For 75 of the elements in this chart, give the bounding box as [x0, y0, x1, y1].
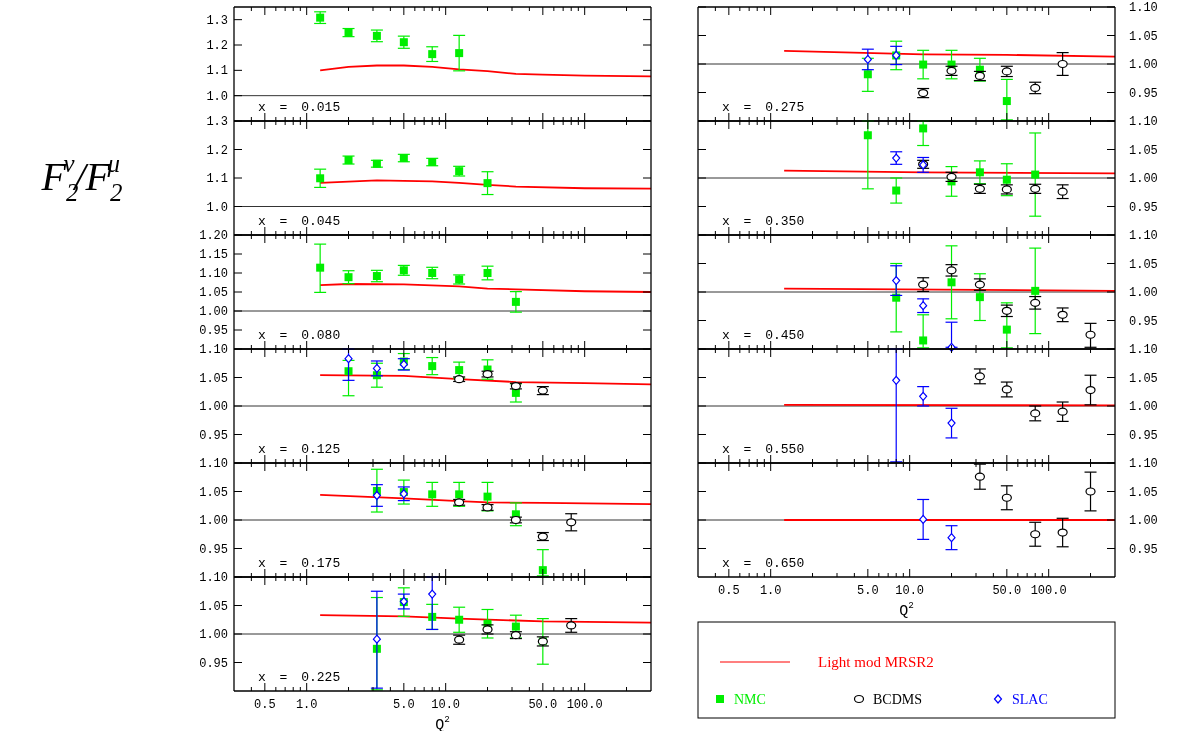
y-tick-label: 0.95 — [199, 428, 228, 443]
x-tick-label: 0.5 — [254, 698, 276, 712]
annotation: x = 0.080 — [258, 328, 341, 343]
annotation: x = 0.550 — [722, 442, 805, 457]
annotation: x = 0.450 — [722, 328, 805, 343]
x-tick-label: 5.0 — [857, 584, 879, 598]
annotation: x = 0.350 — [722, 214, 805, 229]
y-tick-label: 1.05 — [199, 286, 228, 300]
y-tick-label: 1.05 — [199, 599, 228, 614]
y-tick-label: 0.95 — [1129, 200, 1158, 215]
y-tick-label: 1.05 — [1129, 143, 1158, 158]
y-tick-label: 1.00 — [1129, 58, 1158, 72]
y-tick-label: 1.0 — [206, 200, 228, 215]
legend-label: NMC — [734, 692, 766, 707]
x-tick-label: 100.0 — [566, 698, 603, 712]
y-tick-label: 1.1 — [206, 172, 228, 186]
y-tick-label: 0.95 — [1129, 542, 1158, 557]
y-tick-label: 1.2 — [206, 143, 228, 158]
y-tick-label: 1.00 — [199, 400, 228, 414]
y-tick-label: 1.00 — [1129, 286, 1158, 300]
y-tick-label: 0.95 — [199, 656, 228, 671]
x-tick-label: 0.5 — [718, 584, 740, 598]
y-tick-label: 1.05 — [199, 371, 228, 386]
y-tick-label: 1.05 — [1129, 485, 1158, 500]
annotation: x = 0.015 — [258, 100, 341, 115]
y-tick-label: 0.95 — [1129, 314, 1158, 329]
y-tick-label: 1.10 — [199, 457, 228, 471]
y-tick-label: 1.00 — [1129, 514, 1158, 528]
x-tick-label: 10.0 — [895, 584, 925, 598]
y-tick-label: 1.10 — [1129, 115, 1158, 129]
x-tick-label: 1.0 — [295, 698, 318, 712]
y-tick-label: 1.10 — [199, 267, 228, 281]
y-tick-label: 0.95 — [1129, 428, 1158, 443]
legend-label: Light mod MRSR2 — [818, 654, 934, 670]
y-tick-label: 1.10 — [1129, 229, 1158, 243]
y-tick-label: 0.95 — [199, 542, 228, 557]
y-tick-label: 1.05 — [199, 485, 228, 500]
y-tick-label: 1.05 — [1129, 257, 1158, 272]
annotation: x = 0.275 — [722, 100, 805, 115]
annotation: x = 0.045 — [258, 214, 341, 229]
y-tick-label: 0.95 — [1129, 86, 1158, 101]
y-tick-label: 1.10 — [199, 343, 228, 357]
annotation: x = 0.175 — [258, 556, 341, 571]
legend-label: SLAC — [1012, 692, 1048, 707]
y-tick-label: 1.1 — [206, 64, 228, 79]
x-axis-title: Q$^{2}$ — [435, 714, 450, 731]
y-tick-label: 1.0 — [206, 89, 228, 104]
y-tick-label: 1.00 — [1129, 400, 1158, 414]
annotation: x = 0.125 — [258, 442, 341, 457]
y-tick-label: 1.15 — [199, 248, 228, 262]
y-tick-label: 1.2 — [206, 39, 228, 53]
y-tick-label: 1.3 — [206, 13, 228, 28]
y-tick-label: 1.10 — [1129, 457, 1158, 471]
x-tick-label: 100.0 — [1030, 584, 1067, 598]
y-tick-label: 1.10 — [199, 571, 228, 585]
x-tick-label: 1.0 — [759, 584, 782, 598]
y-tick-label: 1.00 — [199, 514, 228, 528]
legend-label: BCDMS — [873, 692, 923, 707]
annotation: x = 0.225 — [258, 670, 341, 685]
y-tick-label: 1.05 — [1129, 371, 1158, 386]
y-tick-label: 0.95 — [199, 324, 228, 338]
y-tick-label: 1.20 — [199, 229, 228, 243]
y-tick-label: 1.00 — [199, 305, 228, 319]
y-tick-label: 1.3 — [206, 115, 228, 129]
x-tick-label: 50.0 — [992, 584, 1022, 598]
x-tick-label: 50.0 — [528, 698, 558, 712]
x-tick-label: 10.0 — [431, 698, 461, 712]
y-tick-label: 1.00 — [199, 628, 228, 642]
y-tick-label: 1.05 — [1129, 29, 1158, 44]
y-tick-label: 1.10 — [1129, 1, 1158, 15]
x-tick-label: 5.0 — [393, 698, 415, 712]
annotation: x = 0.650 — [722, 556, 805, 571]
y-tick-label: 1.00 — [1129, 172, 1158, 186]
y-tick-label: 1.10 — [1129, 343, 1158, 357]
x-axis-title: Q$^{2}$ — [899, 600, 914, 620]
